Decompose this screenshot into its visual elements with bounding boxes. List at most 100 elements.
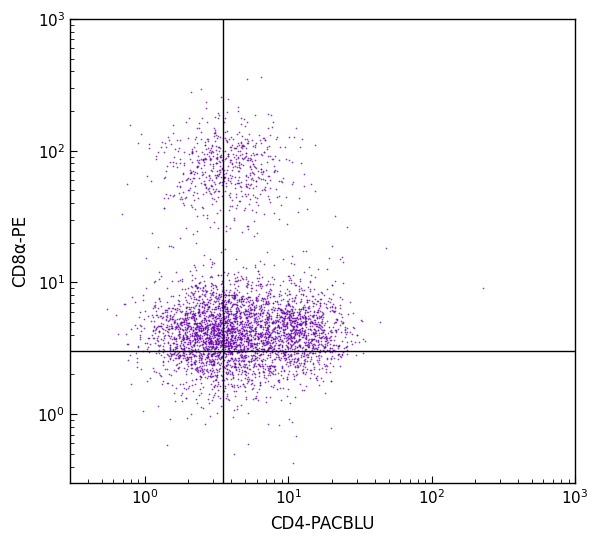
Point — [196, 323, 206, 332]
Point — [186, 168, 196, 176]
Point — [127, 325, 136, 333]
Point — [253, 338, 262, 347]
Point — [289, 317, 299, 325]
Point — [280, 354, 290, 362]
Point — [143, 342, 152, 351]
Point — [226, 290, 236, 299]
Point — [215, 304, 225, 313]
Point — [200, 345, 210, 354]
Point — [199, 338, 208, 347]
Point — [244, 292, 254, 301]
Point — [293, 354, 303, 363]
Point — [225, 327, 235, 336]
Point — [226, 305, 235, 314]
Point — [233, 374, 242, 383]
Point — [269, 261, 279, 270]
Point — [260, 182, 270, 191]
Point — [166, 345, 175, 354]
Point — [160, 306, 170, 314]
Point — [235, 343, 245, 351]
Point — [169, 304, 178, 312]
Point — [218, 340, 227, 349]
Point — [153, 304, 163, 312]
Point — [321, 364, 331, 373]
Point — [287, 294, 296, 302]
Point — [178, 320, 187, 329]
Point — [193, 308, 203, 317]
Point — [208, 350, 218, 358]
Point — [214, 331, 224, 339]
Point — [236, 357, 246, 366]
Point — [265, 341, 274, 349]
Point — [276, 177, 286, 186]
Point — [223, 311, 233, 320]
Point — [229, 215, 239, 224]
Point — [301, 313, 310, 322]
Point — [215, 165, 225, 174]
Point — [201, 342, 211, 351]
Point — [259, 294, 269, 302]
Point — [213, 345, 223, 354]
Point — [154, 322, 164, 330]
Point — [263, 344, 272, 353]
Point — [304, 262, 313, 271]
Point — [203, 352, 212, 361]
Point — [295, 325, 304, 334]
Point — [236, 186, 246, 195]
Point — [189, 174, 199, 182]
Point — [233, 369, 243, 378]
Point — [175, 313, 185, 322]
Point — [199, 367, 208, 376]
Point — [259, 324, 268, 333]
Point — [206, 333, 215, 342]
Point — [180, 347, 190, 356]
Point — [243, 312, 253, 321]
Point — [274, 376, 284, 385]
Point — [253, 166, 263, 175]
Point — [204, 342, 214, 351]
Point — [233, 341, 243, 349]
Point — [232, 324, 242, 333]
Point — [188, 302, 197, 311]
Point — [227, 332, 237, 341]
Point — [217, 298, 227, 306]
Point — [193, 322, 203, 331]
Point — [316, 351, 326, 360]
Point — [259, 317, 269, 326]
Y-axis label: CD8α-PE: CD8α-PE — [11, 215, 29, 287]
Point — [235, 310, 245, 319]
Point — [311, 336, 320, 345]
Point — [196, 309, 205, 318]
Point — [251, 263, 260, 272]
Point — [205, 337, 214, 346]
Point — [151, 367, 161, 376]
Point — [169, 339, 178, 348]
Point — [304, 325, 313, 333]
Point — [193, 287, 202, 295]
Point — [255, 332, 265, 341]
Point — [233, 329, 242, 338]
Point — [191, 374, 201, 383]
Point — [236, 298, 245, 306]
Point — [247, 205, 257, 214]
Point — [163, 327, 172, 336]
Point — [294, 310, 304, 318]
Point — [302, 341, 311, 349]
Point — [215, 294, 224, 303]
Point — [163, 337, 172, 346]
Point — [233, 326, 242, 335]
Point — [266, 311, 276, 320]
Point — [250, 373, 260, 381]
Point — [184, 344, 193, 353]
Point — [310, 335, 319, 343]
Point — [206, 311, 216, 319]
Point — [252, 315, 262, 324]
Point — [275, 289, 284, 298]
Point — [223, 350, 233, 358]
Point — [326, 354, 336, 363]
Point — [263, 332, 272, 341]
Point — [205, 306, 215, 315]
Point — [187, 275, 196, 284]
Point — [195, 323, 205, 332]
Point — [301, 291, 311, 300]
